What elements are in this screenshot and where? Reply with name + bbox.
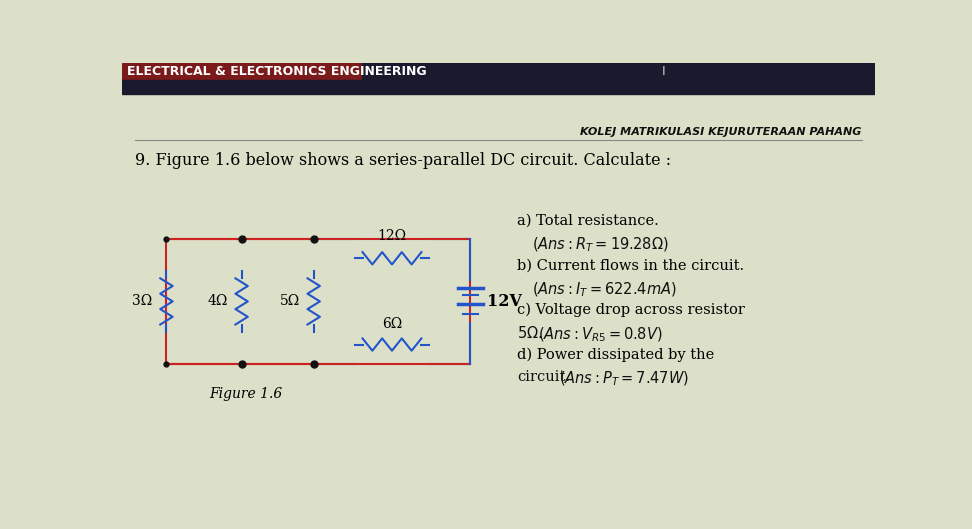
Text: $(Ans : P_T = 7.47W)$: $(Ans : P_T = 7.47W)$	[559, 370, 689, 388]
Text: 5Ω: 5Ω	[280, 295, 299, 308]
Text: c) Voltage drop across resistor: c) Voltage drop across resistor	[517, 303, 745, 317]
Text: a) Total resistance.: a) Total resistance.	[517, 214, 658, 227]
Text: $(Ans : V_{R5} = 0.8V)$: $(Ans : V_{R5} = 0.8V)$	[538, 325, 663, 344]
Text: d) Power dissipated by the: d) Power dissipated by the	[517, 348, 714, 362]
Text: $5\Omega.$: $5\Omega.$	[517, 325, 542, 341]
Text: 9. Figure 1.6 below shows a series-parallel DC circuit. Calculate :: 9. Figure 1.6 below shows a series-paral…	[135, 152, 672, 169]
Text: KOLEJ MATRIKULASI KEJURUTERAAN PAHANG: KOLEJ MATRIKULASI KEJURUTERAAN PAHANG	[580, 127, 861, 138]
Text: $(Ans : R_T = 19.28\Omega)$: $(Ans : R_T = 19.28\Omega)$	[533, 236, 669, 254]
Text: 4Ω: 4Ω	[207, 295, 227, 308]
Bar	[362, 63, 875, 80]
Text: 3Ω: 3Ω	[132, 295, 153, 308]
Bar	[122, 80, 875, 94]
Bar	[122, 63, 362, 80]
Text: Figure 1.6: Figure 1.6	[209, 387, 282, 401]
Bar	[166, 239, 470, 364]
Text: 6Ω: 6Ω	[382, 317, 402, 331]
Text: 12Ω: 12Ω	[377, 229, 406, 243]
Text: ELECTRICAL & ELECTRONICS ENGINEERING: ELECTRICAL & ELECTRONICS ENGINEERING	[127, 66, 427, 78]
Text: $(Ans : I_T = 622.4mA)$: $(Ans : I_T = 622.4mA)$	[533, 280, 677, 299]
Text: 12V: 12V	[487, 293, 522, 310]
Text: circuit.: circuit.	[517, 370, 570, 384]
Text: I: I	[662, 66, 666, 78]
Text: b) Current flows in the circuit.: b) Current flows in the circuit.	[517, 258, 744, 272]
